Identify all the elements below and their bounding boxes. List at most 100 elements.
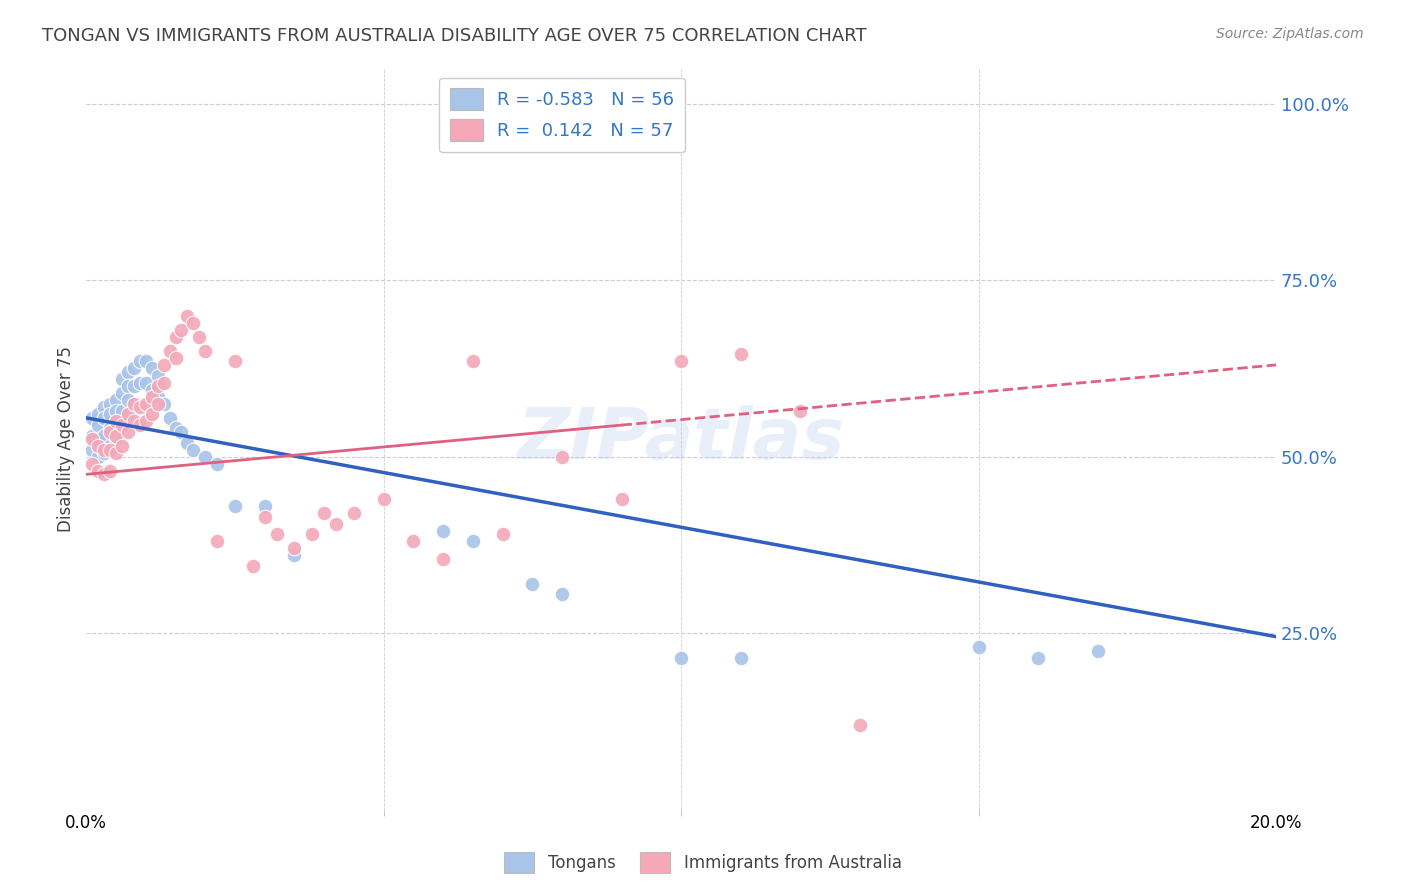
- Point: [373, 491, 395, 506]
- Point: [522, 576, 544, 591]
- Point: [98, 425, 121, 439]
- Point: [105, 428, 128, 442]
- Point: [135, 397, 157, 411]
- Point: [111, 386, 134, 401]
- Point: [730, 347, 752, 361]
- Point: [492, 527, 515, 541]
- Point: [105, 446, 128, 460]
- Point: [1026, 650, 1049, 665]
- Point: [146, 368, 169, 383]
- Point: [122, 414, 145, 428]
- Point: [111, 417, 134, 432]
- Point: [266, 527, 288, 541]
- Point: [87, 407, 110, 421]
- Point: [170, 323, 193, 337]
- Legend: R = -0.583   N = 56, R =  0.142   N = 57: R = -0.583 N = 56, R = 0.142 N = 57: [439, 78, 685, 153]
- Point: [325, 516, 347, 531]
- Point: [122, 361, 145, 376]
- Point: [98, 407, 121, 421]
- Point: [176, 435, 198, 450]
- Point: [461, 354, 484, 368]
- Point: [105, 432, 128, 446]
- Point: [183, 316, 205, 330]
- Point: [205, 534, 228, 549]
- Point: [93, 446, 115, 460]
- Point: [205, 457, 228, 471]
- Point: [152, 358, 174, 372]
- Point: [87, 464, 110, 478]
- Point: [610, 491, 633, 506]
- Point: [135, 354, 157, 368]
- Point: [152, 397, 174, 411]
- Point: [176, 309, 198, 323]
- Point: [93, 467, 115, 482]
- Point: [165, 421, 187, 435]
- Point: [122, 397, 145, 411]
- Point: [253, 499, 276, 513]
- Point: [165, 329, 187, 343]
- Point: [159, 410, 181, 425]
- Point: [98, 439, 121, 453]
- Point: [98, 397, 121, 411]
- Point: [253, 509, 276, 524]
- Point: [314, 506, 336, 520]
- Point: [82, 410, 104, 425]
- Point: [82, 442, 104, 457]
- Point: [283, 541, 305, 556]
- Point: [135, 376, 157, 390]
- Point: [141, 407, 163, 421]
- Point: [141, 383, 163, 397]
- Point: [789, 404, 811, 418]
- Point: [122, 379, 145, 393]
- Point: [170, 425, 193, 439]
- Point: [105, 414, 128, 428]
- Point: [117, 365, 139, 379]
- Point: [128, 417, 150, 432]
- Point: [87, 432, 110, 446]
- Point: [93, 442, 115, 457]
- Point: [183, 442, 205, 457]
- Point: [224, 354, 246, 368]
- Point: [111, 439, 134, 453]
- Point: [105, 393, 128, 408]
- Point: [669, 650, 692, 665]
- Point: [98, 421, 121, 435]
- Point: [194, 343, 217, 358]
- Point: [105, 417, 128, 432]
- Y-axis label: Disability Age Over 75: Disability Age Over 75: [58, 346, 75, 532]
- Point: [82, 432, 104, 446]
- Point: [82, 457, 104, 471]
- Point: [224, 499, 246, 513]
- Point: [730, 650, 752, 665]
- Point: [93, 401, 115, 415]
- Point: [87, 450, 110, 464]
- Point: [159, 343, 181, 358]
- Text: TONGAN VS IMMIGRANTS FROM AUSTRALIA DISABILITY AGE OVER 75 CORRELATION CHART: TONGAN VS IMMIGRANTS FROM AUSTRALIA DISA…: [42, 27, 868, 45]
- Point: [432, 552, 454, 566]
- Legend: Tongans, Immigrants from Australia: Tongans, Immigrants from Australia: [498, 846, 908, 880]
- Point: [93, 428, 115, 442]
- Point: [128, 376, 150, 390]
- Point: [141, 390, 163, 404]
- Point: [551, 587, 574, 601]
- Point: [141, 361, 163, 376]
- Point: [82, 428, 104, 442]
- Text: Source: ZipAtlas.com: Source: ZipAtlas.com: [1216, 27, 1364, 41]
- Point: [551, 450, 574, 464]
- Point: [283, 549, 305, 563]
- Point: [301, 527, 323, 541]
- Point: [117, 425, 139, 439]
- Point: [432, 524, 454, 538]
- Point: [128, 354, 150, 368]
- Point: [967, 640, 990, 655]
- Point: [105, 404, 128, 418]
- Point: [242, 559, 264, 574]
- Point: [87, 417, 110, 432]
- Text: ZIPatlas: ZIPatlas: [517, 405, 845, 474]
- Point: [402, 534, 425, 549]
- Point: [848, 718, 870, 732]
- Point: [93, 410, 115, 425]
- Point: [128, 401, 150, 415]
- Point: [117, 393, 139, 408]
- Point: [343, 506, 366, 520]
